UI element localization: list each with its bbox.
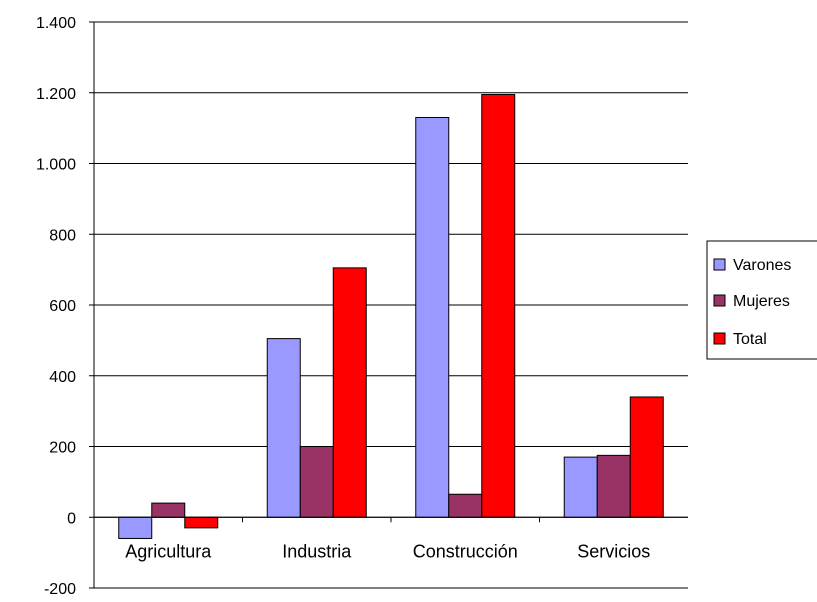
y-tick-labels: -200 0 200 400 600 800 1.000 1.200 1.400 [36,15,76,598]
x-tick-label: Agricultura [125,541,212,561]
y-tick-label: 600 [49,298,76,315]
y-tick-label: 1.000 [36,157,76,174]
bar-total-3 [629,396,664,518]
bar-varones-2 [415,117,450,518]
bar-varones-1 [266,338,301,518]
axes [93,22,688,588]
x-tick-label: Construcción [413,541,518,561]
y-tick-label: 1.200 [36,86,76,103]
y-tick-label: 200 [49,440,76,457]
bar-total-0 [184,516,219,529]
legend-swatch-varones [713,258,726,271]
x-tick-label: Servicios [577,541,650,561]
bar-total-2 [481,94,516,518]
y-tick-label: 800 [49,227,76,244]
bar-mujeres-1 [299,446,334,518]
legend-label-total: Total [733,331,767,348]
bar-varones-3 [563,456,598,518]
y-tick-label: 400 [49,369,76,386]
legend-swatch-total [713,332,726,345]
legend: Varones Mujeres Total [706,240,817,360]
legend-label-varones: Varones [733,257,791,274]
bar-mujeres-2 [448,493,483,518]
bars [118,94,664,539]
x-tick-label: Industria [282,541,352,561]
bar-mujeres-3 [596,454,631,518]
bar-mujeres-0 [151,502,186,518]
y-tick-label: 0 [67,510,76,527]
bar-varones-0 [118,516,153,539]
x-tick-labels: Agricultura Industria Construcción Servicio… [125,541,650,561]
y-tick-label: -200 [44,581,76,597]
y-tick-label: 1.400 [36,15,76,32]
legend-swatch-mujeres [713,294,726,307]
legend-label-mujeres: Mujeres [733,293,790,310]
bar-total-1 [332,267,367,518]
